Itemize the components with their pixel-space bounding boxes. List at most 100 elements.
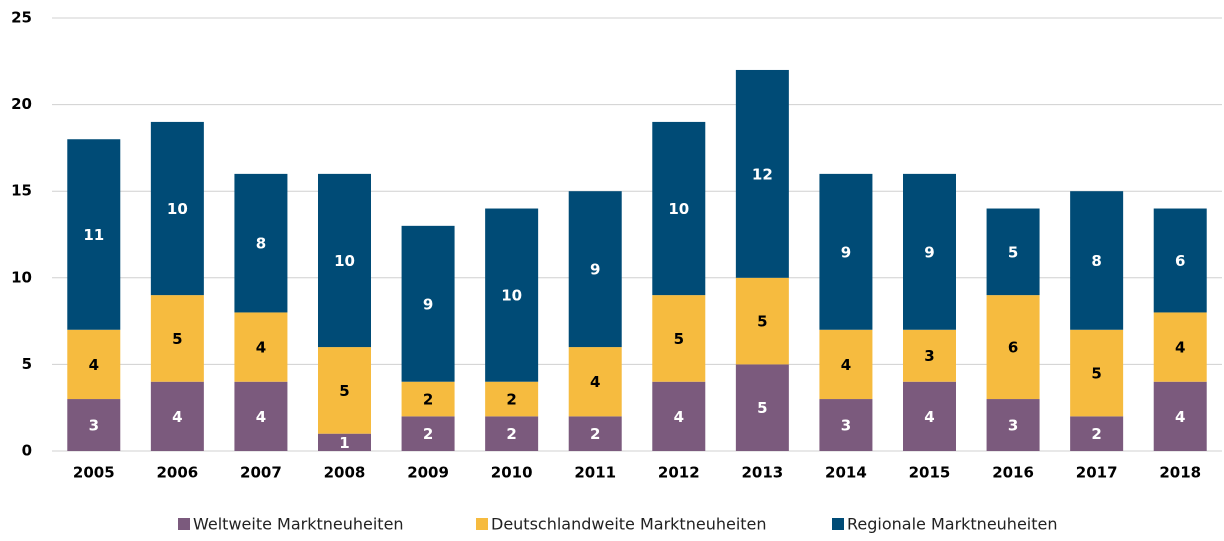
data-label: 10 (334, 252, 355, 270)
bar-segment (986, 399, 1040, 451)
legend-swatch (832, 518, 844, 530)
data-label: 4 (841, 356, 851, 374)
x-tick-label: 2015 (909, 464, 951, 482)
data-label: 10 (167, 200, 188, 218)
x-tick-label: 2007 (240, 464, 282, 482)
y-tick-label: 20 (11, 95, 32, 113)
bar-segment (819, 399, 873, 451)
bar-segment (1153, 208, 1207, 313)
x-tick-label: 2006 (156, 464, 198, 482)
bar-segment (401, 381, 455, 417)
x-tick-label: 2016 (992, 464, 1034, 482)
bar-segment (485, 416, 539, 451)
data-label: 5 (1091, 365, 1101, 383)
data-label: 4 (256, 408, 266, 426)
bar-segment (234, 312, 288, 382)
data-label: 5 (757, 399, 767, 417)
bar-segment (1070, 416, 1124, 451)
bar-segment (903, 173, 956, 330)
x-tick-label: 2008 (324, 464, 366, 482)
bar-segment (318, 173, 371, 348)
bar-segment (735, 69, 789, 278)
x-tick-label: 2014 (825, 464, 867, 482)
bar-segment (318, 347, 371, 434)
data-label: 5 (674, 330, 684, 348)
bar-segment (735, 277, 789, 365)
legend-label: Weltweite Marktneuheiten (193, 515, 404, 534)
legend-swatch (178, 518, 190, 530)
bar-segment (568, 347, 622, 417)
data-label: 5 (339, 382, 349, 400)
data-label: 11 (83, 226, 104, 244)
data-label: 10 (668, 200, 689, 218)
bar-segment (986, 208, 1040, 296)
bar-segment (568, 191, 622, 348)
data-label: 9 (423, 295, 433, 313)
legend-swatch (476, 518, 488, 530)
data-label: 3 (1008, 417, 1018, 435)
bar-segment (1153, 381, 1207, 451)
data-label: 12 (752, 165, 773, 183)
x-tick-label: 2012 (658, 464, 700, 482)
data-label: 9 (924, 243, 934, 261)
data-label: 4 (1175, 408, 1185, 426)
data-label: 2 (590, 425, 600, 443)
bar-segment (67, 139, 121, 330)
data-label: 1 (339, 434, 349, 452)
data-label: 8 (256, 235, 266, 253)
legend-label: Deutschlandweite Marktneuheiten (491, 515, 767, 534)
bar-segment (903, 381, 956, 451)
x-tick-label: 2011 (574, 464, 616, 482)
y-tick-label: 10 (11, 268, 32, 286)
bar-segment (150, 295, 204, 382)
data-label: 3 (841, 417, 851, 435)
x-tick-label: 2017 (1076, 464, 1118, 482)
bar-segment (652, 381, 706, 451)
bar-segment (318, 433, 371, 451)
data-label: 3 (924, 347, 934, 365)
data-label: 2 (423, 425, 433, 443)
bar-segment (819, 329, 873, 400)
y-tick-label: 0 (22, 442, 32, 460)
data-label: 2 (1091, 425, 1101, 443)
bar-segment (234, 173, 288, 313)
bar-segment (819, 173, 873, 330)
bar-segment (485, 208, 539, 382)
data-label: 4 (674, 408, 684, 426)
data-label: 9 (590, 261, 600, 279)
data-label: 4 (172, 408, 182, 426)
bar-segment (986, 295, 1040, 400)
bar-segment (150, 121, 204, 296)
data-label: 2 (506, 391, 516, 409)
bar-segment (735, 364, 789, 451)
legend-label: Regionale Marktneuheiten (847, 515, 1058, 534)
data-label: 4 (590, 373, 600, 391)
data-label: 6 (1008, 339, 1018, 357)
y-tick-label: 15 (11, 182, 32, 200)
bar-segment (67, 329, 121, 400)
bar-segment (1070, 329, 1124, 417)
y-tick-label: 25 (11, 9, 32, 27)
bar-segment (1153, 312, 1207, 382)
bar-segment (568, 416, 622, 451)
data-label: 10 (501, 287, 522, 305)
x-tick-label: 2005 (73, 464, 115, 482)
data-label: 4 (1175, 339, 1185, 357)
bar-segment (903, 329, 956, 382)
x-tick-label: 2013 (741, 464, 783, 482)
data-label: 2 (506, 425, 516, 443)
bar-segment (1070, 191, 1124, 330)
bar-segment (652, 121, 706, 296)
bar-segment (485, 381, 539, 417)
bar-segment (652, 295, 706, 382)
bar-segment (401, 416, 455, 451)
x-tick-label: 2009 (407, 464, 449, 482)
data-label: 3 (89, 417, 99, 435)
data-label: 4 (256, 339, 266, 357)
data-label: 5 (757, 313, 767, 331)
x-tick-label: 2018 (1159, 464, 1201, 482)
bar-segment (401, 225, 455, 382)
bar-segment (67, 399, 121, 451)
data-label: 6 (1175, 252, 1185, 270)
